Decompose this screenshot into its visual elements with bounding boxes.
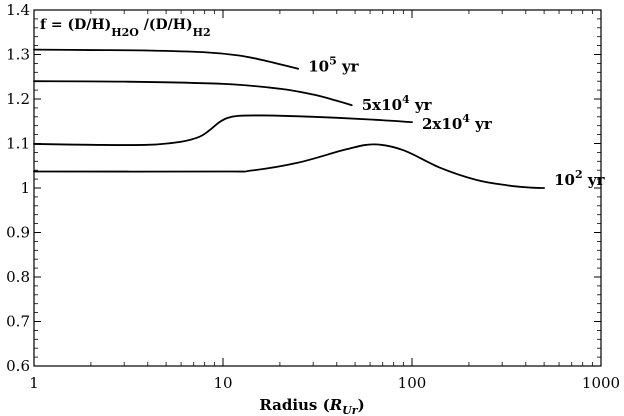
series-2e4-yr-label: 2x104 yr [422,112,493,133]
x-tick-label: 100 [398,374,427,392]
x-tick-label: 1000 [582,374,620,392]
y-tick-label: 1.3 [6,46,30,64]
y-tick-label: 1 [20,179,30,197]
series-1e5-yr-label: 105 yr [308,55,359,76]
ticks [33,9,602,367]
y-tick-label: 0.8 [6,268,30,286]
x-tick-label: 10 [213,374,232,392]
x-axis-title: Radius (RUr) [259,396,364,416]
y-tick-label: 1.1 [6,135,30,153]
x-tick-label: 1 [29,374,39,392]
y-tick-label: 0.6 [6,357,30,375]
series-2e4-yr-line [33,114,413,146]
series-1e5-yr-line [33,48,300,70]
series-lines [33,48,546,189]
series-5e4-yr-line [33,80,353,107]
series-5e4-yr-label: 5x104 yr [362,93,433,114]
series-1e2-yr-label: 102 yr [554,168,605,189]
series-1e2-yr-line [33,143,546,189]
y-tick-label: 1.4 [6,1,30,19]
tick-labels: 0.6 0.7 0.8 0.9 1 1.1 1.2 1.3 1.4 1 10 100 1000 [6,1,620,392]
y-tick-label: 0.9 [6,224,30,242]
ratio-annotation: f = (D/H)H2O /(D/H)H2 [40,17,211,39]
y-tick-label: 0.7 [6,313,30,331]
y-tick-label: 1.2 [6,90,30,108]
